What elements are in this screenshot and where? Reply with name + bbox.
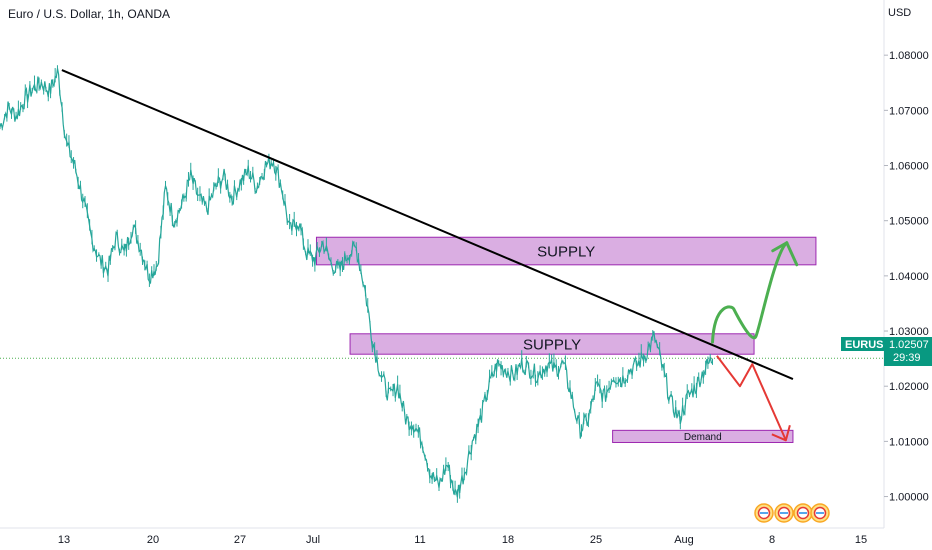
y-tick-label: 1.04000 <box>889 271 929 283</box>
x-tick-label: 18 <box>502 534 514 546</box>
zone-demand-2 <box>612 429 794 443</box>
x-tick-labels: 13 20 27 Jul 11 18 25 Aug 8 15 <box>58 534 867 546</box>
y-tick-label: 1.00000 <box>889 492 929 504</box>
zone-label: Demand <box>684 432 722 443</box>
x-tick-label: 15 <box>855 534 867 546</box>
bearish-arrowhead <box>771 425 791 442</box>
y-tick-labels: 1.08000 1.07000 1.06000 1.05000 1.04000 1.030… <box>884 50 929 504</box>
zone-label: SUPPLY <box>537 243 595 260</box>
y-tick-label: 1.01000 <box>889 436 929 448</box>
bar-countdown: 29:39 <box>893 352 921 364</box>
bearish-projection <box>716 355 787 441</box>
event-icons[interactable] <box>754 503 830 523</box>
price-series <box>0 65 714 503</box>
price-axis: USD <box>883 0 911 528</box>
last-price-value: 1.02507 <box>889 339 929 351</box>
x-tick-label: 27 <box>234 534 246 546</box>
price-line <box>0 68 713 498</box>
x-tick-label: 25 <box>590 534 602 546</box>
price-badge[interactable]: EURUSD 1.02507 29:39 <box>841 337 932 366</box>
bullish-arrowhead <box>771 241 799 267</box>
zone-supply-0 <box>315 236 817 266</box>
y-tick-label: 1.05000 <box>889 216 929 228</box>
projection-paths <box>711 241 799 442</box>
y-tick-label: 1.08000 <box>889 50 929 62</box>
last-price-badge <box>884 337 932 366</box>
y-tick-label: 1.06000 <box>889 161 929 173</box>
zone-label: SUPPLY <box>523 336 581 353</box>
x-tick-label: Aug <box>674 534 694 546</box>
y-tick-label: 1.03000 <box>889 326 929 338</box>
axis-currency: USD <box>888 7 911 19</box>
trendline-line <box>61 69 794 380</box>
x-tick-label: 13 <box>58 534 70 546</box>
y-tick-label: 1.07000 <box>889 105 929 117</box>
bullish-projection <box>711 241 789 344</box>
x-tick-label: Jul <box>306 534 320 546</box>
supply-demand-zones: SUPPLY SUPPLY Demand <box>315 236 817 443</box>
y-tick-label: 1.02000 <box>889 381 929 393</box>
chart-title: Euro / U.S. Dollar, 1h, OANDA <box>8 7 171 21</box>
x-tick-label: 11 <box>414 534 425 546</box>
symbol-badge <box>841 337 884 351</box>
symbol-label: EURUSD <box>845 339 892 351</box>
x-tick-label: 8 <box>769 534 775 546</box>
x-tick-label: 20 <box>147 534 159 546</box>
trendline <box>61 69 794 380</box>
